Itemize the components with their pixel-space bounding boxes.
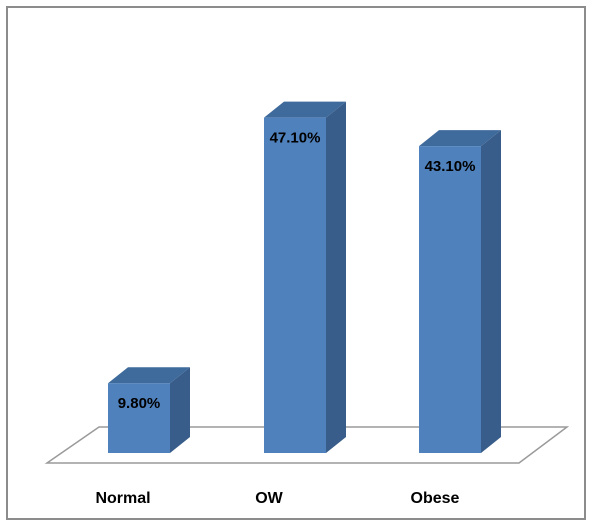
category-label: OW — [255, 490, 283, 507]
chart-floor — [44, 426, 570, 464]
value-label: 43.10% — [425, 158, 476, 175]
value-label: 47.10% — [270, 130, 321, 147]
category-label: Normal — [95, 490, 150, 507]
value-labels-group: 9.80% 47.10% 43.10% — [118, 130, 476, 413]
bar-top — [264, 101, 346, 118]
bar-front — [264, 117, 326, 453]
bar-top — [108, 367, 190, 384]
value-label: 9.80% — [118, 395, 161, 412]
bar-front — [108, 383, 170, 453]
bar-ow — [264, 101, 346, 453]
category-labels-group: Normal OW Obese — [95, 490, 459, 507]
bars-group — [108, 101, 501, 454]
bar-front — [419, 146, 481, 454]
bar-side — [481, 130, 501, 454]
bar-obese — [419, 130, 501, 454]
bar-top — [419, 130, 501, 147]
category-label: Obese — [411, 490, 460, 507]
bar-normal — [108, 367, 190, 453]
bar-side — [170, 367, 190, 453]
bar-side — [326, 101, 346, 453]
